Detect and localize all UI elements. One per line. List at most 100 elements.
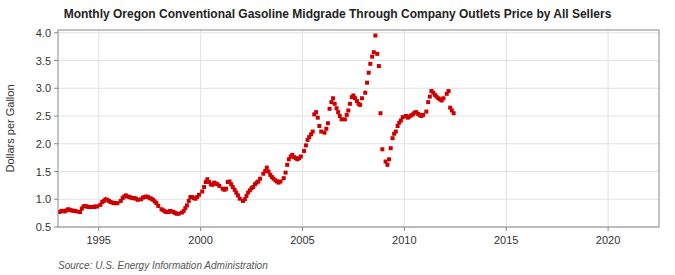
y-grid-line [58, 32, 659, 33]
x-tick [200, 227, 201, 231]
x-tick-label: 2000 [188, 234, 212, 246]
y-grid-line [58, 88, 659, 89]
y-grid-line [58, 116, 659, 117]
y-tick [54, 88, 58, 89]
point [447, 89, 451, 93]
point [377, 64, 381, 68]
y-tick [54, 116, 58, 117]
x-grid-line [608, 30, 609, 227]
point [336, 110, 340, 114]
x-tick-label: 2015 [494, 234, 518, 246]
x-axis: 1995 2000 2005 2010 2015 2020 [87, 227, 621, 246]
plot-area [58, 30, 659, 227]
x-grid-line [98, 30, 99, 227]
point [311, 130, 315, 134]
point [331, 96, 335, 100]
point [373, 34, 377, 38]
point [370, 55, 374, 59]
title: Monthly Oregon Conventional Gasoline Mid… [64, 7, 612, 21]
x-tick [404, 227, 405, 231]
point [258, 177, 262, 181]
x-tick [506, 227, 507, 231]
point [324, 127, 328, 131]
plot-frame [58, 30, 659, 227]
point [299, 155, 303, 159]
point [343, 117, 347, 121]
point [452, 111, 456, 115]
x-tick [98, 227, 99, 231]
y-grid-line [58, 60, 659, 61]
y-tick-label: 2.0 [36, 138, 51, 150]
y-tick [54, 227, 58, 228]
source-note: Source: U.S. Energy Information Administ… [58, 260, 268, 271]
y-grid-line [58, 171, 659, 172]
point [185, 203, 189, 207]
chart-container: 0.5 1.0 1.5 2.0 2.5 3.0 3.5 4.0 1995 2000 2005 2010… [0, 0, 675, 275]
point [314, 110, 318, 114]
point [224, 187, 228, 191]
point [368, 62, 372, 66]
point [346, 108, 350, 112]
point [426, 100, 430, 104]
x-grid-line [404, 30, 405, 227]
point [380, 147, 384, 151]
point [328, 107, 332, 111]
point [345, 113, 349, 117]
y-tick-label: 3.0 [36, 82, 51, 94]
x-grid-line [200, 30, 201, 227]
y-tick-label: 3.5 [36, 55, 51, 67]
point [265, 166, 269, 170]
y-tick [54, 171, 58, 172]
point [285, 163, 289, 167]
x-tick [302, 227, 303, 231]
point [394, 130, 398, 134]
point [385, 163, 389, 167]
y-tick-label: 0.5 [36, 221, 51, 233]
point [363, 91, 367, 95]
y-tick [54, 143, 58, 144]
point [428, 95, 432, 99]
x-grid-line [302, 30, 303, 227]
point [387, 157, 391, 161]
grid [58, 30, 659, 227]
point [365, 81, 369, 85]
point [282, 176, 286, 180]
y-tick [54, 199, 58, 200]
x-tick [608, 227, 609, 231]
point [317, 124, 321, 128]
point [333, 102, 337, 106]
point [379, 111, 383, 115]
point [441, 96, 445, 100]
point [424, 110, 428, 114]
point [348, 102, 352, 106]
point [389, 146, 393, 150]
point [284, 171, 288, 175]
point [372, 50, 376, 54]
point [316, 116, 320, 120]
point [304, 143, 308, 147]
point [326, 121, 330, 125]
x-grid-line [506, 30, 507, 227]
x-tick-label: 1995 [87, 234, 111, 246]
y-grid-line [58, 143, 659, 144]
x-tick-label: 2010 [392, 234, 416, 246]
x-tick-label: 2020 [596, 234, 620, 246]
y-tick [54, 60, 58, 61]
point [360, 96, 364, 100]
point [375, 52, 379, 56]
y-tick-label: 1.5 [36, 166, 51, 178]
point [322, 131, 326, 135]
point [302, 149, 306, 153]
x-tick-label: 2005 [290, 234, 314, 246]
y-axis-label: Dollars per Gallon [4, 84, 16, 172]
point [391, 136, 395, 140]
point [358, 103, 362, 107]
point [187, 199, 191, 203]
y-tick-label: 4.0 [36, 27, 51, 39]
point [202, 185, 206, 189]
y-tick [54, 32, 58, 33]
point [367, 71, 371, 75]
chart-svg: 0.5 1.0 1.5 2.0 2.5 3.0 3.5 4.0 1995 2000 2005 2010… [0, 0, 675, 275]
y-tick-label: 2.5 [36, 110, 51, 122]
y-tick-label: 1.0 [36, 193, 51, 205]
